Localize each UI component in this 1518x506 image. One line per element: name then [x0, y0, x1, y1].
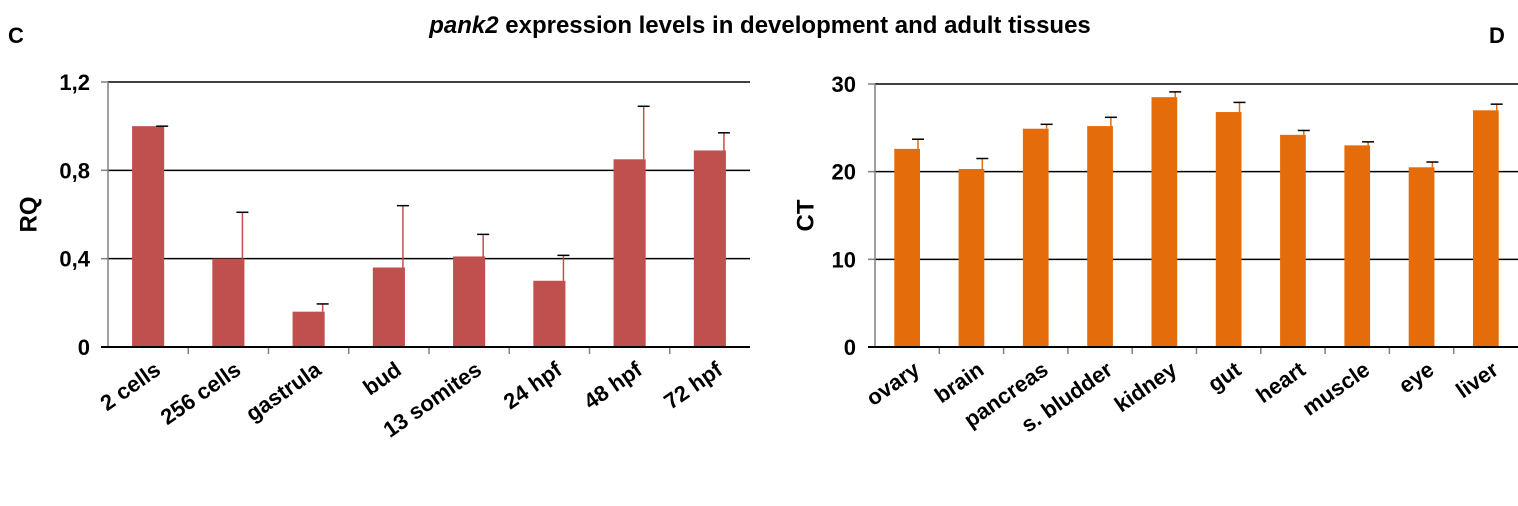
x-tick-label: ovary [862, 356, 925, 411]
bar [613, 159, 646, 347]
x-tick-label: 24 hpf [499, 356, 567, 414]
y-tick-label: 10 [832, 247, 856, 272]
y-axis-label: CT [792, 199, 819, 231]
panel-letter-right: D [1489, 23, 1505, 48]
bar [1022, 128, 1049, 347]
bar [1408, 167, 1435, 347]
bar [894, 148, 921, 347]
y-tick-label: 0 [78, 335, 90, 360]
bar [453, 256, 486, 347]
bar [132, 126, 165, 348]
x-tick-label: 48 hpf [579, 356, 647, 414]
x-tick-label: eye [1394, 357, 1438, 399]
y-axis-label: RQ [15, 197, 42, 233]
y-tick-label: 20 [832, 160, 856, 185]
title-gene: pank2 [428, 12, 499, 39]
x-tick-label: liver [1451, 356, 1503, 403]
bar [1151, 97, 1178, 348]
bar [1087, 126, 1113, 347]
x-tick-label: muscle [1298, 357, 1374, 421]
y-tick-label: 0,8 [59, 158, 90, 183]
x-tick-label: bud [358, 357, 405, 401]
x-tick-label: 2 cells [96, 357, 165, 416]
bar [1472, 110, 1499, 347]
bar [693, 150, 726, 347]
bar [958, 169, 985, 347]
bar [372, 267, 405, 347]
bar [1344, 145, 1371, 347]
x-tick-label: 72 hpf [659, 356, 727, 414]
bar [292, 311, 325, 347]
y-tick-label: 30 [832, 72, 856, 97]
figure-title: pank2 expression levels in development a… [428, 12, 1091, 39]
bar [1280, 134, 1306, 347]
x-tick-label: kidney [1110, 356, 1182, 417]
bar [212, 258, 245, 347]
y-tick-label: 0,4 [59, 247, 90, 272]
y-tick-label: 1,2 [59, 70, 90, 95]
panel-letter-left: C [8, 23, 24, 48]
y-tick-label: 0 [844, 335, 856, 360]
bar [1215, 112, 1242, 347]
bar [533, 280, 566, 347]
x-tick-label: gastrula [241, 356, 326, 426]
x-tick-label: gut [1203, 356, 1246, 396]
x-tick-label: 256 cells [156, 357, 245, 430]
title-rest: expression levels in development and adu… [499, 12, 1091, 39]
